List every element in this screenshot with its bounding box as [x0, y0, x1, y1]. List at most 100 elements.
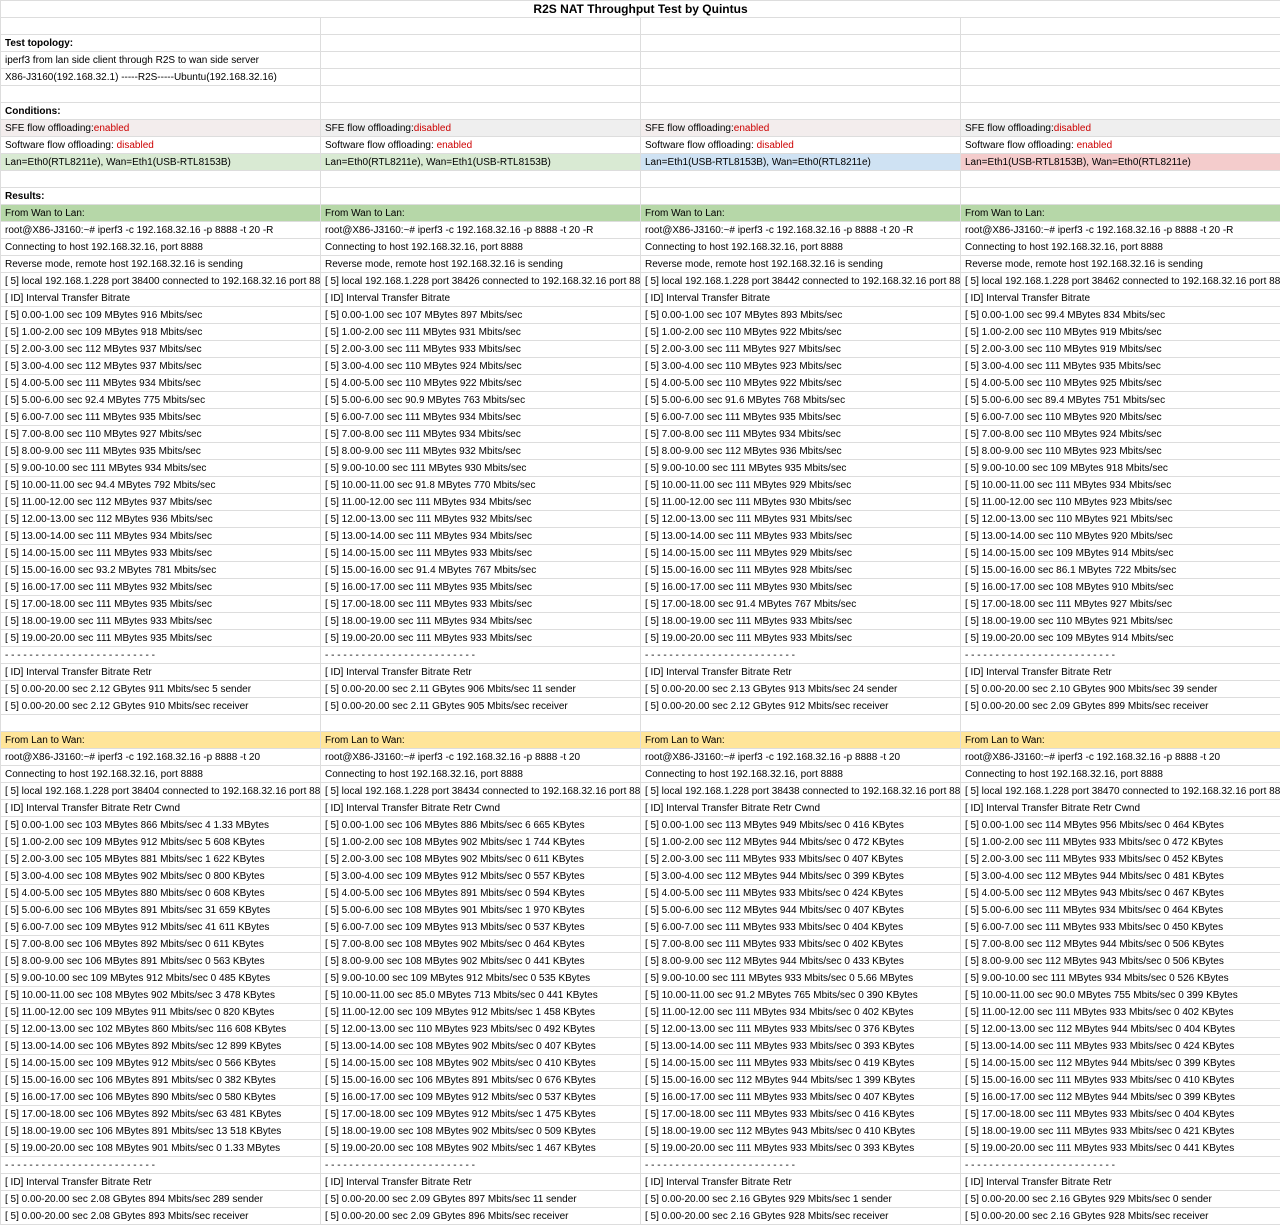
cell: From Lan to Wan:	[1, 732, 321, 749]
cell: [ 5] 17.00-18.00 sec 111 MBytes 933 Mbit…	[961, 1106, 1280, 1123]
cell: [ 5] 19.00-20.00 sec 111 MBytes 933 Mbit…	[641, 630, 961, 647]
cell: Connecting to host 192.168.32.16, port 8…	[961, 239, 1280, 256]
cell: [ 5] 0.00-20.00 sec 2.09 GBytes 899 Mbit…	[961, 698, 1280, 715]
cell: [ 5] 19.00-20.00 sec 111 MBytes 933 Mbit…	[641, 1140, 961, 1157]
cell: [ 5] 5.00-6.00 sec 90.9 MBytes 763 Mbits…	[321, 392, 641, 409]
cell: [ 5] 4.00-5.00 sec 106 MBytes 891 Mbits/…	[321, 885, 641, 902]
cell: [ ID] Interval Transfer Bitrate	[961, 290, 1280, 307]
cell: [ 5] 4.00-5.00 sec 111 MBytes 933 Mbits/…	[641, 885, 961, 902]
cell: Reverse mode, remote host 192.168.32.16 …	[1, 256, 321, 273]
cell: [ 5] 0.00-20.00 sec 2.09 GBytes 896 Mbit…	[321, 1208, 641, 1225]
cell	[961, 103, 1280, 120]
cell: [ 5] 3.00-4.00 sec 112 MBytes 937 Mbits/…	[1, 358, 321, 375]
cell: [ 5] 8.00-9.00 sec 108 MBytes 902 Mbits/…	[321, 953, 641, 970]
cell: [ 5] 19.00-20.00 sec 108 MBytes 901 Mbit…	[1, 1140, 321, 1157]
cell: - - - - - - - - - - - - - - - - - - - - …	[1, 1157, 321, 1174]
cell	[1, 715, 321, 732]
cell: [ 5] 14.00-15.00 sec 111 MBytes 933 Mbit…	[641, 1055, 961, 1072]
cell: [ 5] 19.00-20.00 sec 111 MBytes 933 Mbit…	[321, 630, 641, 647]
cell: [ 5] 12.00-13.00 sec 111 MBytes 932 Mbit…	[321, 511, 641, 528]
cell: [ 5] 17.00-18.00 sec 111 MBytes 927 Mbit…	[961, 596, 1280, 613]
cell: [ 5] 7.00-8.00 sec 106 MBytes 892 Mbits/…	[1, 936, 321, 953]
cell: [ 5] 5.00-6.00 sec 89.4 MBytes 751 Mbits…	[961, 392, 1280, 409]
cell: [ 5] 0.00-20.00 sec 2.12 GBytes 911 Mbit…	[1, 681, 321, 698]
cell: [ 5] 8.00-9.00 sec 111 MBytes 932 Mbits/…	[321, 443, 641, 460]
cell: [ 5] 10.00-11.00 sec 91.2 MBytes 765 Mbi…	[641, 987, 961, 1004]
cell	[641, 18, 961, 35]
cell: [ 5] 2.00-3.00 sec 111 MBytes 933 Mbits/…	[321, 341, 641, 358]
cell: root@X86-J3160:~# iperf3 -c 192.168.32.1…	[961, 222, 1280, 239]
cell: [ 5] 0.00-20.00 sec 2.12 GBytes 910 Mbit…	[1, 698, 321, 715]
cell: [ 5] 3.00-4.00 sec 112 MBytes 944 Mbits/…	[641, 868, 961, 885]
cell: From Lan to Wan:	[641, 732, 961, 749]
cell: [ ID] Interval Transfer Bitrate Retr	[1, 664, 321, 681]
cell: [ 5] 8.00-9.00 sec 112 MBytes 936 Mbits/…	[641, 443, 961, 460]
cell: - - - - - - - - - - - - - - - - - - - - …	[641, 647, 961, 664]
cell: root@X86-J3160:~# iperf3 -c 192.168.32.1…	[321, 222, 641, 239]
cell: [ 5] 1.00-2.00 sec 109 MBytes 918 Mbits/…	[1, 324, 321, 341]
cell: [ 5] 6.00-7.00 sec 109 MBytes 912 Mbits/…	[1, 919, 321, 936]
cell	[1, 18, 321, 35]
cell: [ 5] 0.00-1.00 sec 114 MBytes 956 Mbits/…	[961, 817, 1280, 834]
cell	[641, 715, 961, 732]
cell: SFE flow offloading:enabled	[1, 120, 321, 137]
cell: [ 5] 4.00-5.00 sec 110 MBytes 922 Mbits/…	[321, 375, 641, 392]
cell: [ 5] 13.00-14.00 sec 108 MBytes 902 Mbit…	[321, 1038, 641, 1055]
cell: root@X86-J3160:~# iperf3 -c 192.168.32.1…	[641, 222, 961, 239]
cell: [ ID] Interval Transfer Bitrate	[321, 290, 641, 307]
cell	[641, 86, 961, 103]
cell: - - - - - - - - - - - - - - - - - - - - …	[321, 1157, 641, 1174]
cell: - - - - - - - - - - - - - - - - - - - - …	[961, 647, 1280, 664]
cell: [ 5] 11.00-12.00 sec 111 MBytes 933 Mbit…	[961, 1004, 1280, 1021]
cell	[961, 171, 1280, 188]
cell: [ 5] 16.00-17.00 sec 112 MBytes 944 Mbit…	[961, 1089, 1280, 1106]
cell: [ 5] 18.00-19.00 sec 108 MBytes 902 Mbit…	[321, 1123, 641, 1140]
cell: [ 5] 12.00-13.00 sec 112 MBytes 936 Mbit…	[1, 511, 321, 528]
cell: [ 5] 18.00-19.00 sec 106 MBytes 891 Mbit…	[1, 1123, 321, 1140]
cell: Lan=Eth1(USB-RTL8153B), Wan=Eth0(RTL8211…	[641, 154, 961, 171]
cell: [ 5] 7.00-8.00 sec 110 MBytes 927 Mbits/…	[1, 426, 321, 443]
cell: [ 5] 1.00-2.00 sec 111 MBytes 931 Mbits/…	[321, 324, 641, 341]
cell	[321, 18, 641, 35]
cell	[641, 103, 961, 120]
cell: [ 5] local 192.168.1.228 port 38438 conn…	[641, 783, 961, 800]
cell: [ 5] 0.00-20.00 sec 2.11 GBytes 906 Mbit…	[321, 681, 641, 698]
cell: [ 5] 2.00-3.00 sec 108 MBytes 902 Mbits/…	[321, 851, 641, 868]
cell: [ ID] Interval Transfer Bitrate Retr	[961, 664, 1280, 681]
cell	[321, 715, 641, 732]
cell: Reverse mode, remote host 192.168.32.16 …	[321, 256, 641, 273]
cell: [ ID] Interval Transfer Bitrate Retr Cwn…	[321, 800, 641, 817]
cell: [ 5] 11.00-12.00 sec 112 MBytes 937 Mbit…	[1, 494, 321, 511]
cell: [ 5] 17.00-18.00 sec 111 MBytes 933 Mbit…	[321, 596, 641, 613]
cell: [ 5] 7.00-8.00 sec 111 MBytes 933 Mbits/…	[641, 936, 961, 953]
cell	[321, 35, 641, 52]
cell	[641, 188, 961, 205]
cell: Test topology:	[1, 35, 321, 52]
cell	[321, 103, 641, 120]
cell: [ 5] 11.00-12.00 sec 111 MBytes 934 Mbit…	[321, 494, 641, 511]
cell: - - - - - - - - - - - - - - - - - - - - …	[1, 647, 321, 664]
cell: Conditions:	[1, 103, 321, 120]
cell	[641, 35, 961, 52]
cell: Lan=Eth0(RTL8211e), Wan=Eth1(USB-RTL8153…	[1, 154, 321, 171]
cell: [ 5] 13.00-14.00 sec 111 MBytes 934 Mbit…	[1, 528, 321, 545]
cell: [ 5] 3.00-4.00 sec 112 MBytes 944 Mbits/…	[961, 868, 1280, 885]
cell: [ 5] 0.00-1.00 sec 106 MBytes 886 Mbits/…	[321, 817, 641, 834]
cell	[321, 171, 641, 188]
cell: [ 5] 18.00-19.00 sec 111 MBytes 934 Mbit…	[321, 613, 641, 630]
cell: [ 5] 9.00-10.00 sec 109 MBytes 912 Mbits…	[321, 970, 641, 987]
cell: [ 5] 5.00-6.00 sec 92.4 MBytes 775 Mbits…	[1, 392, 321, 409]
cell: [ 5] 9.00-10.00 sec 109 MBytes 912 Mbits…	[1, 970, 321, 987]
cell: Results:	[1, 188, 321, 205]
cell: [ 5] 19.00-20.00 sec 108 MBytes 902 Mbit…	[321, 1140, 641, 1157]
cell: [ 5] 12.00-13.00 sec 112 MBytes 944 Mbit…	[961, 1021, 1280, 1038]
cell: [ ID] Interval Transfer Bitrate Retr	[641, 1174, 961, 1191]
cell: [ 5] 16.00-17.00 sec 111 MBytes 933 Mbit…	[641, 1089, 961, 1106]
cell: Connecting to host 192.168.32.16, port 8…	[1, 239, 321, 256]
cell: [ 5] 14.00-15.00 sec 109 MBytes 914 Mbit…	[961, 545, 1280, 562]
cell: [ 5] 11.00-12.00 sec 110 MBytes 923 Mbit…	[961, 494, 1280, 511]
cell: [ 5] 0.00-20.00 sec 2.16 GBytes 929 Mbit…	[641, 1191, 961, 1208]
cell: Software flow offloading: enabled	[961, 137, 1280, 154]
cell: From Wan to Lan:	[961, 205, 1280, 222]
cell: [ 5] 5.00-6.00 sec 91.6 MBytes 768 Mbits…	[641, 392, 961, 409]
